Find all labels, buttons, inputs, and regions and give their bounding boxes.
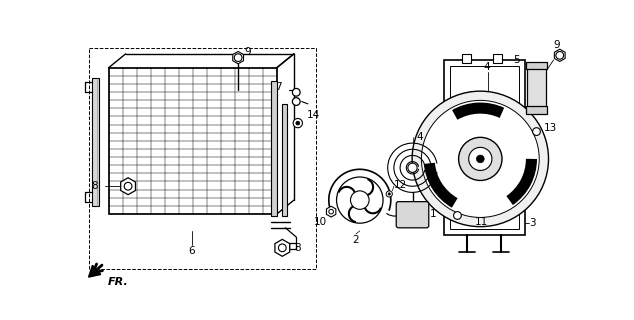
Text: 5: 5	[513, 55, 519, 65]
Circle shape	[292, 98, 300, 105]
Bar	[493, 54, 502, 63]
Circle shape	[278, 244, 286, 252]
Text: 4: 4	[483, 61, 490, 71]
Polygon shape	[233, 52, 243, 64]
Bar	[271, 81, 277, 215]
Circle shape	[422, 100, 539, 217]
Circle shape	[388, 193, 391, 195]
Text: 8: 8	[294, 243, 301, 253]
Circle shape	[453, 212, 462, 219]
Polygon shape	[120, 178, 136, 195]
Text: 8: 8	[91, 181, 98, 191]
Circle shape	[408, 163, 417, 172]
Text: 13: 13	[544, 123, 557, 133]
Bar	[527, 68, 546, 108]
Text: 1: 1	[430, 209, 436, 219]
Text: 11: 11	[474, 217, 488, 227]
Polygon shape	[554, 49, 565, 61]
Circle shape	[386, 191, 392, 197]
Polygon shape	[89, 265, 101, 277]
Text: 6: 6	[188, 246, 195, 256]
Circle shape	[533, 128, 540, 135]
Text: 14: 14	[307, 110, 320, 120]
Circle shape	[293, 118, 302, 128]
Circle shape	[351, 191, 369, 209]
Circle shape	[556, 52, 564, 59]
Bar	[462, 54, 472, 63]
Text: 4: 4	[417, 132, 423, 142]
Polygon shape	[327, 206, 336, 217]
Text: 9: 9	[553, 40, 560, 50]
Text: 7: 7	[275, 82, 281, 92]
Bar	[526, 61, 547, 69]
Bar	[526, 106, 547, 114]
Text: 9: 9	[244, 47, 251, 57]
Text: 12: 12	[394, 180, 407, 190]
Bar	[450, 66, 519, 228]
Circle shape	[296, 121, 300, 125]
Polygon shape	[275, 239, 290, 256]
Circle shape	[234, 54, 242, 61]
Circle shape	[412, 91, 548, 227]
FancyBboxPatch shape	[396, 202, 429, 228]
Text: FR.: FR.	[108, 277, 129, 287]
Circle shape	[476, 155, 484, 163]
Text: 10: 10	[314, 217, 327, 228]
Bar	[108, 68, 277, 214]
Circle shape	[292, 88, 300, 96]
Text: 2: 2	[353, 235, 359, 245]
Circle shape	[124, 182, 132, 190]
Bar	[444, 60, 525, 235]
Text: 3: 3	[529, 218, 535, 228]
Bar	[282, 104, 287, 215]
Circle shape	[458, 137, 502, 180]
Circle shape	[469, 147, 492, 171]
Circle shape	[337, 177, 383, 223]
Circle shape	[329, 209, 333, 214]
Bar	[92, 78, 100, 206]
